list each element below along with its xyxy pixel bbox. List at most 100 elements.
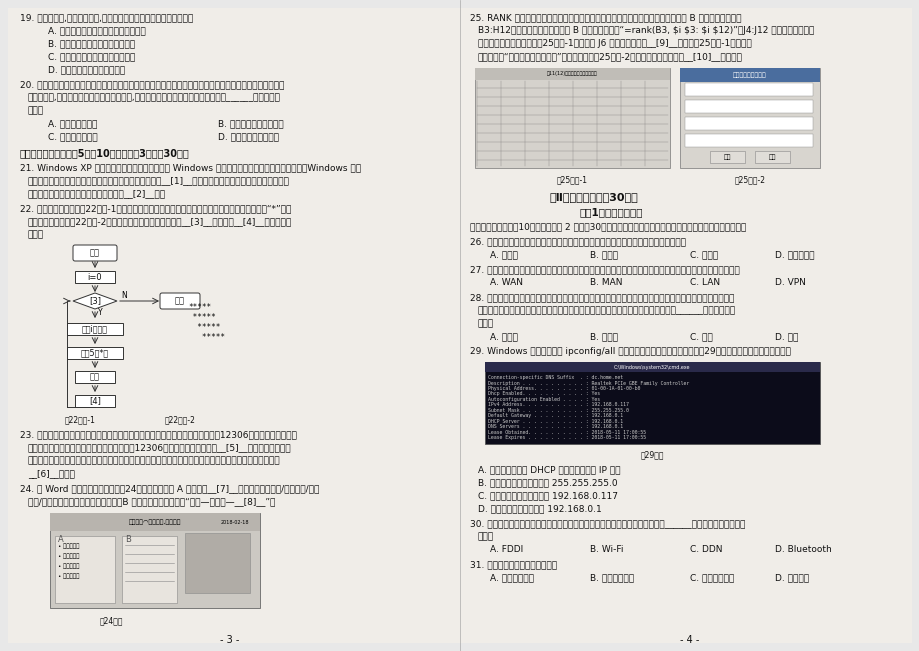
Text: 2018-02-18: 2018-02-18 bbox=[221, 519, 249, 525]
Text: 动填充功能完成排名，如第25题图-1所示，则 J6 单元格的公式为__[9]__；若对第25题图-1中的数据: 动填充功能完成排名，如第25题图-1所示，则 J6 单元格的公式为__[9]__… bbox=[478, 39, 751, 48]
Text: D. Bluetooth: D. Bluetooth bbox=[774, 545, 831, 554]
Text: • 信息文字行: • 信息文字行 bbox=[58, 563, 79, 568]
Bar bbox=[122, 536, 176, 603]
Text: A. WAN: A. WAN bbox=[490, 278, 522, 287]
Text: 自定义自动筛选方式: 自定义自动筛选方式 bbox=[732, 72, 766, 78]
Text: 第11(12)屆全国中学生成绩登记表: 第11(12)屆全国中学生成绩登记表 bbox=[547, 72, 597, 77]
Text: • 信息文字行: • 信息文字行 bbox=[58, 573, 79, 579]
Text: D. 浏览数据库表中的部分数据: D. 浏览数据库表中的部分数据 bbox=[48, 65, 125, 74]
Polygon shape bbox=[73, 293, 117, 309]
Bar bbox=[474, 68, 669, 80]
Text: D. 衍射: D. 衍射 bbox=[774, 332, 798, 341]
Bar bbox=[50, 513, 260, 531]
Text: 后因行程有变，需改签火车票，该用户先通过12306网站对车票数据库执行__[5]__操作，获取相关车: 后因行程有变，需改签火车票，该用户先通过12306网站对车票数据库执行__[5]… bbox=[28, 443, 291, 452]
Text: 第22题图-2: 第22题图-2 bbox=[165, 415, 196, 424]
Bar bbox=[484, 362, 819, 372]
Text: 除的文件或文件夹，它对应的存储空间在__[2]__中。: 除的文件或文件夹，它对应的存储空间在__[2]__中。 bbox=[28, 189, 166, 198]
Text: 传输。: 传输。 bbox=[478, 319, 494, 328]
Text: N: N bbox=[121, 291, 127, 300]
Text: __[6]__操作。: __[6]__操作。 bbox=[28, 469, 74, 478]
Text: 第22题图-1: 第22题图-1 bbox=[65, 415, 96, 424]
Text: Description . . . . . . . . . . . : Realtek PCIe GBE Family Controller: Description . . . . . . . . . . . : Real… bbox=[487, 380, 688, 385]
Text: B. Wi-Fi: B. Wi-Fi bbox=[589, 545, 623, 554]
Text: B. 防火墙: B. 防火墙 bbox=[589, 250, 618, 259]
Text: 换行: 换行 bbox=[90, 372, 100, 381]
Text: 22. 有如下流程图（如第22题图-1所示），如果按此流程图进行程序设计，程序执行后将显示出由“*”构成: 22. 有如下流程图（如第22题图-1所示），如果按此流程图进行程序设计，程序执… bbox=[20, 204, 291, 213]
Text: 完整。: 完整。 bbox=[28, 230, 44, 239]
Text: Dhcp Enabled. . . . . . . . . . . : Yes: Dhcp Enabled. . . . . . . . . . . : Yes bbox=[487, 391, 599, 396]
Bar bbox=[75, 395, 115, 407]
Text: 28. 光纤用透明度很高的石英玻璃或塑料制成纤芯，外包一层密度比纤芯能的包层。根据光学原理，当光线从: 28. 光纤用透明度很高的石英玻璃或塑料制成纤芯，外包一层密度比纤芯能的包层。根… bbox=[470, 293, 733, 302]
Text: 第29题图: 第29题图 bbox=[640, 450, 664, 459]
Text: A. 该主机网卡通过 DHCP 服务器自动获取 IP 地址: A. 该主机网卡通过 DHCP 服务器自动获取 IP 地址 bbox=[478, 465, 619, 474]
Text: C. LAN: C. LAN bbox=[689, 278, 720, 287]
Bar bbox=[679, 68, 819, 82]
Text: [3]: [3] bbox=[89, 296, 101, 305]
Text: 第25题图-2: 第25题图-2 bbox=[733, 175, 765, 184]
Text: *****: ***** bbox=[187, 323, 221, 332]
Text: Subnet Mask . . . . . . . . . . . : 255.255.255.0: Subnet Mask . . . . . . . . . . . : 255.… bbox=[487, 408, 629, 413]
Text: 输出5个*号: 输出5个*号 bbox=[81, 348, 109, 357]
Text: 21. Windows XP 操作系统启动后，呼现出来的是 Windows 桌面，用户所有的操作都将在此展开。Windows 桌面: 21. Windows XP 操作系统启动后，呼现出来的是 Windows 桌面… bbox=[20, 163, 361, 172]
Text: D. 压缩技术: D. 压缩技术 bbox=[774, 573, 808, 582]
Text: 家园立里◠招招征集,风暖显般: 家园立里◠招招征集,风暖显般 bbox=[129, 519, 181, 525]
Text: 23. 数据库管理系统对数据表记录可进行插入、删除、修改和查询操作。某用户在12306网站预定了火车票，: 23. 数据库管理系统对数据表记录可进行插入、删除、修改和查询操作。某用户在12… bbox=[20, 430, 297, 439]
Text: 推荐。: 推荐。 bbox=[28, 106, 44, 115]
FancyBboxPatch shape bbox=[73, 245, 117, 261]
Bar bbox=[67, 347, 123, 359]
Text: 20. 用户在电商购物网站平台对商品进行搜索、浏览和购买后，下一次再登录相应网站，购物平台会向用户推: 20. 用户在电商购物网站平台对商品进行搜索、浏览和购买后，下一次再登录相应网站… bbox=[20, 80, 284, 89]
Bar bbox=[685, 117, 812, 130]
Text: B. MAN: B. MAN bbox=[589, 278, 622, 287]
Text: 24. 某 Word 文档排版后，效果如第24题图所示，图中 A 处设置了__[7]__格式（边框和底纹/项目符号/数字: 24. 某 Word 文档排版后，效果如第24题图所示，图中 A 处设置了__[… bbox=[20, 484, 319, 493]
Text: A. 漫反射: A. 漫反射 bbox=[490, 332, 517, 341]
Text: *****: ***** bbox=[187, 313, 216, 322]
Bar bbox=[75, 371, 115, 383]
Bar bbox=[185, 533, 250, 593]
Text: A. 关键词检索技术: A. 关键词检索技术 bbox=[48, 119, 97, 128]
Text: - 3 -: - 3 - bbox=[220, 635, 240, 645]
Bar bbox=[709, 151, 744, 163]
Bar bbox=[50, 513, 260, 608]
Text: 26. 组建计算机网络时，为了使计算机与网络传输介质相连，计算机中必要安装的设备是: 26. 组建计算机网络时，为了使计算机与网络传输介质相连，计算机中必要安装的设备… bbox=[470, 237, 686, 246]
Text: Lease Expires . . . . . . . . . . : 2018-05-11 17:00:55: Lease Expires . . . . . . . . . . : 2018… bbox=[487, 436, 645, 441]
Text: DHCP Server . . . . . . . . . . . : 192.168.0.1: DHCP Server . . . . . . . . . . . : 192.… bbox=[487, 419, 622, 424]
Text: C:\Windows\system32\cmd.exe: C:\Windows\system32\cmd.exe bbox=[614, 365, 690, 370]
Text: 光纤的纤芯射向包层时，只要入射角度增大到一定的程度，光线将沿纤芯方向不断地______，实现远距离: 光纤的纤芯射向包层时，只要入射角度增大到一定的程度，光线将沿纤芯方向不断地___… bbox=[478, 306, 735, 315]
Text: B. 大数据分析与预测技术: B. 大数据分析与预测技术 bbox=[218, 119, 283, 128]
Text: D. 网络适配器: D. 网络适配器 bbox=[774, 250, 813, 259]
Text: 开始: 开始 bbox=[90, 249, 100, 258]
Text: A. FDDI: A. FDDI bbox=[490, 545, 523, 554]
Text: Autoconfiguration Enabled . . . . : Yes: Autoconfiguration Enabled . . . . : Yes bbox=[487, 397, 599, 402]
Text: 29. Windows 系统中，通过 ipconfig/all 命令查看本机的网络配置信息，如第29题图所示，下列说法不正确的是: 29. Windows 系统中，通过 ipconfig/all 命令查看本机的网… bbox=[470, 347, 790, 356]
Text: C. 该主机网卡的物理地址是 192.168.0.117: C. 该主机网卡的物理地址是 192.168.0.117 bbox=[478, 491, 618, 500]
Text: 荐不同商家,风格各异和价格不一的相关商品,请问这些电商购物平台主要采用了下列______来进行商品: 荐不同商家,风格各异和价格不一的相关商品,请问这些电商购物平台主要采用了下列__… bbox=[28, 93, 280, 102]
Text: Lease Obtained. . . . . . . . . . : 2018-05-11 17:00:55: Lease Obtained. . . . . . . . . . : 2018… bbox=[487, 430, 645, 435]
Text: A. 交换机: A. 交换机 bbox=[490, 250, 517, 259]
Text: 第Ⅱ卷　选修模块（30分）: 第Ⅱ卷 选修模块（30分） bbox=[550, 192, 638, 202]
Text: B. 用已有账号登录数据库应用系统: B. 用已有账号登录数据库应用系统 bbox=[48, 39, 135, 48]
Bar bbox=[55, 536, 115, 603]
Text: 第25题图-1: 第25题图-1 bbox=[556, 175, 587, 184]
Bar bbox=[67, 323, 123, 335]
Text: C. DDN: C. DDN bbox=[689, 545, 721, 554]
Text: C. 访问控制技术: C. 访问控制技术 bbox=[689, 573, 733, 582]
Text: 第24题图: 第24题图 bbox=[100, 616, 123, 625]
Text: 的平行四边形（如第22题图-2所示）。请将流程图中的判断框__[3]__和处理框__[4]__的内容补充: 的平行四边形（如第22题图-2所示）。请将流程图中的判断框__[3]__和处理框… bbox=[28, 217, 292, 226]
Bar bbox=[474, 68, 669, 168]
Text: C. 数据库查询技术: C. 数据库查询技术 bbox=[48, 132, 97, 141]
Bar bbox=[685, 83, 812, 96]
Text: B: B bbox=[125, 535, 130, 544]
Text: 确定: 确定 bbox=[722, 154, 730, 159]
Text: 25. RANK 函数的功能是求某数字在一列数字中相对于其他数值的大小排位，如计算 B 单元格中的数字在: 25. RANK 函数的功能是求某数字在一列数字中相对于其他数值的大小排位，如计… bbox=[470, 13, 741, 22]
Text: A: A bbox=[58, 535, 63, 544]
Text: C. 折射: C. 折射 bbox=[689, 332, 712, 341]
Text: 选修1　网络技术应用: 选修1 网络技术应用 bbox=[579, 207, 642, 217]
Text: 下压/制表位）；从文字排列效果可知，B 处文字框的插入方式为“插入—文本框—__[8]__”。: 下压/制表位）；从文字排列效果可知，B 处文字框的插入方式为“插入—文本框—__… bbox=[28, 497, 275, 506]
Text: - 4 -: - 4 - bbox=[679, 635, 699, 645]
Text: *****: ***** bbox=[187, 333, 225, 342]
Bar bbox=[685, 134, 812, 147]
Text: C. 修改数据库表记录中的某字段值: C. 修改数据库表记录中的某字段值 bbox=[48, 52, 135, 61]
Text: B3:H12单元格区域的排位，可在 B 单元格输入公式“=rank(B3, \$i \$3: \$i \$12)”，J4:J12 单元格区域使用自: B3:H12单元格区域的排位，可在 B 单元格输入公式“=rank(B3, \$… bbox=[478, 26, 813, 35]
Text: 二、填空题（本大题刷5小题10个空，每空3分，入30分）: 二、填空题（本大题刷5小题10个空，每空3分，入30分） bbox=[20, 148, 189, 158]
Text: 一、选择题（本大题10小题，每小题 2 分，入30分。每小题给出的四个选项中，只有一项是符合题目要求的）: 一、选择题（本大题10小题，每小题 2 分，入30分。每小题给出的四个选项中，只… bbox=[470, 222, 745, 231]
